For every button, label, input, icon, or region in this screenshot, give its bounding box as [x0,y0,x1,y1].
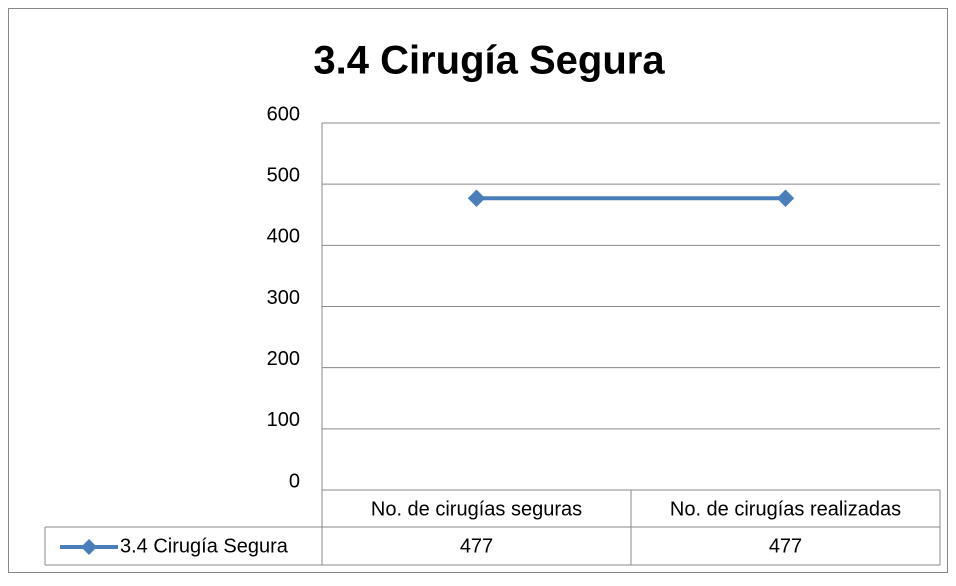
x-tick-label: No. de cirugías realizadas [670,498,901,520]
y-tick-label: 200 [267,348,300,370]
legend-marker [81,539,97,555]
chart-border [8,8,948,573]
marker [776,189,795,207]
legend-label: 3.4 Cirugía Segura [120,535,289,557]
table-value: 477 [460,535,493,557]
marker [467,189,486,207]
y-tick-label: 100 [267,409,300,431]
y-tick-label: 0 [289,470,300,492]
y-tick-label: 500 [267,164,300,186]
data-table [44,123,941,566]
table-value: 477 [769,535,802,557]
x-tick-label: No. de cirugías seguras [371,498,582,520]
y-tick-label: 600 [267,103,300,125]
y-tick-label: 300 [267,287,300,309]
chart-title: 3.4 Cirugía Segura [313,39,665,83]
y-tick-label: 400 [267,226,300,248]
